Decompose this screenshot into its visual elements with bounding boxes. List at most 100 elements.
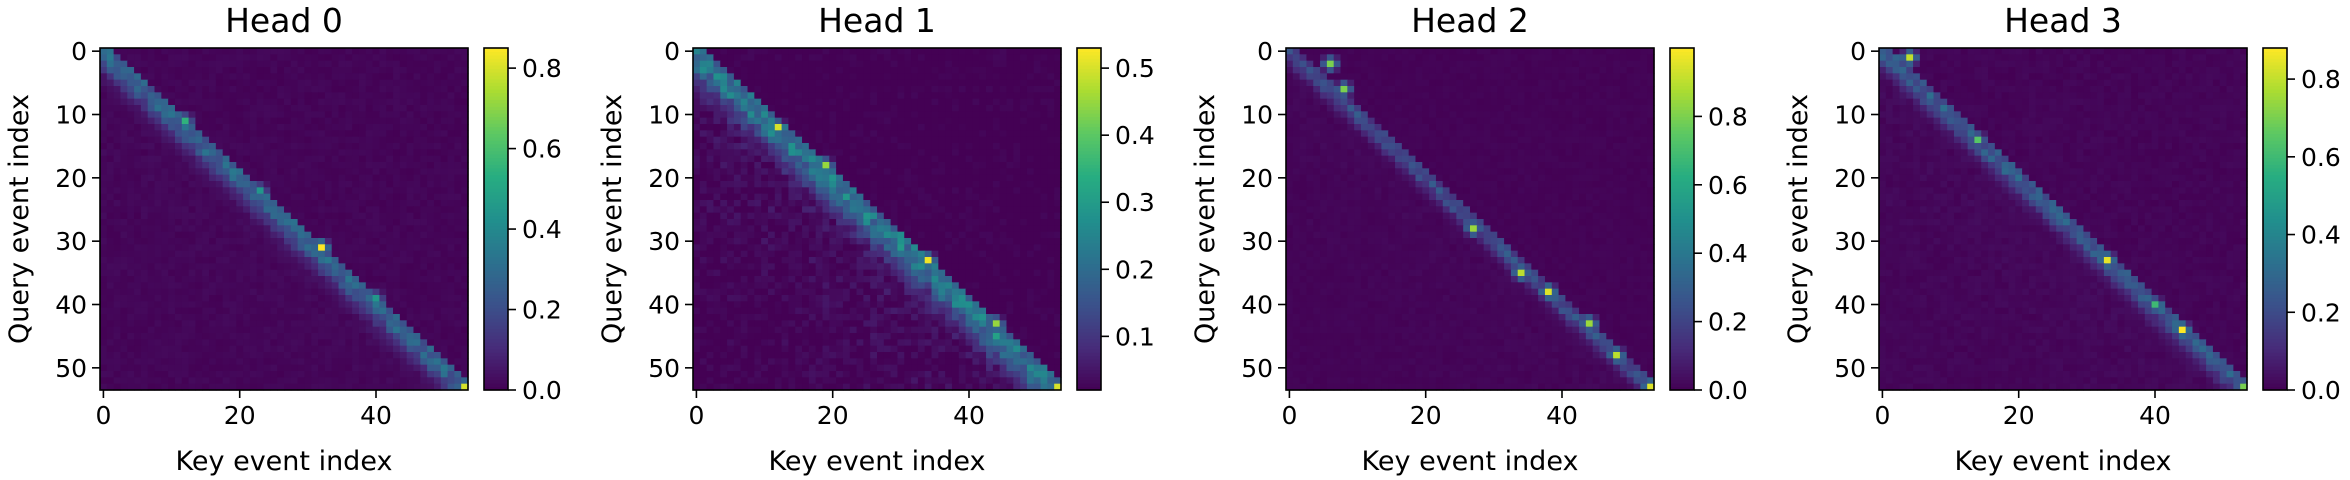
heatmap-cell <box>454 339 462 347</box>
heatmap-cell <box>236 358 244 366</box>
heatmap-cell <box>270 231 278 239</box>
heatmap-cell <box>277 225 285 233</box>
heatmap-cell <box>358 269 367 277</box>
heatmap-cell <box>161 98 169 106</box>
heatmap-cell <box>461 117 469 125</box>
heatmap-cell <box>440 73 449 81</box>
heatmap-cell <box>399 238 408 245</box>
heatmap-cell <box>195 181 203 188</box>
heatmap-cell <box>290 383 299 391</box>
heatmap-cell <box>290 92 299 100</box>
heatmap-cell <box>979 60 987 68</box>
heatmap-cell <box>829 174 837 182</box>
heatmap-cell <box>447 54 455 62</box>
heatmap-cell <box>236 143 244 150</box>
heatmap-cell <box>870 244 878 252</box>
heatmap-cell <box>256 345 265 353</box>
heatmap-cell <box>733 98 742 106</box>
heatmap-cell <box>324 225 333 233</box>
heatmap-cell <box>829 54 837 62</box>
heatmap-cell <box>433 238 442 245</box>
heatmap-cell <box>1047 250 1055 258</box>
heatmap-cell <box>788 193 796 201</box>
heatmap-cell <box>331 326 340 334</box>
heatmap-cell <box>938 231 946 239</box>
heatmap-cell <box>986 238 994 245</box>
heatmap-cell <box>761 225 769 233</box>
heatmap-cell <box>202 225 210 233</box>
heatmap-cell <box>986 86 994 93</box>
heatmap-cell <box>209 238 217 245</box>
heatmap-cell <box>406 174 415 182</box>
heatmap-cell <box>904 111 912 119</box>
heatmap-cell <box>399 212 408 220</box>
heatmap-cell <box>297 377 306 385</box>
heatmap-cell <box>877 117 885 125</box>
heatmap-cell <box>331 364 340 372</box>
heatmap-cell <box>318 238 326 245</box>
heatmap-cell <box>958 250 967 258</box>
heatmap-cells <box>693 48 1062 391</box>
heatmap-cell <box>1006 149 1014 157</box>
heatmap-cell <box>774 79 783 87</box>
heatmap-cell <box>1040 105 1048 112</box>
heatmap-cell <box>454 174 462 182</box>
heatmap-cell <box>454 269 462 277</box>
heatmap-cell <box>911 206 919 214</box>
colorbar-step <box>484 109 508 114</box>
heatmap-cell <box>781 73 789 81</box>
heatmap-cell <box>140 212 149 220</box>
heatmap-cell <box>1047 181 1055 188</box>
heatmap-cell <box>134 295 142 302</box>
heatmap-cell <box>992 105 1001 112</box>
heatmap-cell <box>1040 54 1048 62</box>
heatmap-cell <box>174 212 183 220</box>
heatmap-cell <box>808 187 817 195</box>
heatmap-cell <box>999 174 1008 182</box>
heatmap-cell <box>229 307 237 315</box>
heatmap-cell <box>440 155 449 163</box>
heatmap-cell <box>379 212 387 220</box>
heatmap-cell <box>904 79 912 87</box>
heatmap-cell <box>420 92 428 100</box>
heatmap-cell <box>324 168 333 176</box>
heatmap-cell <box>774 136 783 144</box>
heatmap-cell <box>406 269 415 277</box>
heatmap-cell <box>406 352 415 359</box>
heatmap-cell <box>161 314 169 321</box>
heatmap-cell <box>358 149 367 157</box>
heatmap-cell <box>413 282 421 290</box>
heatmap-cell <box>706 60 715 68</box>
heatmap-cell <box>161 295 169 302</box>
heatmap-cell <box>386 143 394 150</box>
heatmap-cell <box>243 269 251 277</box>
heatmap-cell <box>951 200 960 207</box>
heatmap-cell <box>311 155 319 163</box>
heatmap-cell <box>958 263 967 271</box>
heatmap-cell <box>699 92 708 100</box>
heatmap-cell <box>427 155 435 163</box>
heatmap-cell <box>181 383 190 391</box>
heatmap-cell <box>188 383 196 391</box>
heatmap-cell <box>433 326 442 334</box>
heatmap-cell <box>243 231 251 239</box>
heatmap-cell <box>433 206 442 214</box>
heatmap-cell <box>1020 136 1028 144</box>
heatmap-cell <box>774 48 783 55</box>
heatmap-cell <box>733 174 742 182</box>
heatmap-cell <box>113 276 122 283</box>
heatmap-cell <box>413 301 421 309</box>
heatmap-cell <box>140 358 149 366</box>
heatmap-cell <box>399 187 408 195</box>
heatmap-cell <box>747 269 755 277</box>
heatmap-cell <box>938 269 946 277</box>
heatmap-cell <box>311 225 319 233</box>
heatmap-cell <box>393 358 401 366</box>
heatmap-cell <box>399 371 408 378</box>
heatmap-cell <box>338 364 346 372</box>
heatmap-cell <box>243 98 251 106</box>
heatmap-cell <box>372 383 380 391</box>
heatmap-cell <box>815 117 824 125</box>
heatmap-cell <box>427 73 435 81</box>
